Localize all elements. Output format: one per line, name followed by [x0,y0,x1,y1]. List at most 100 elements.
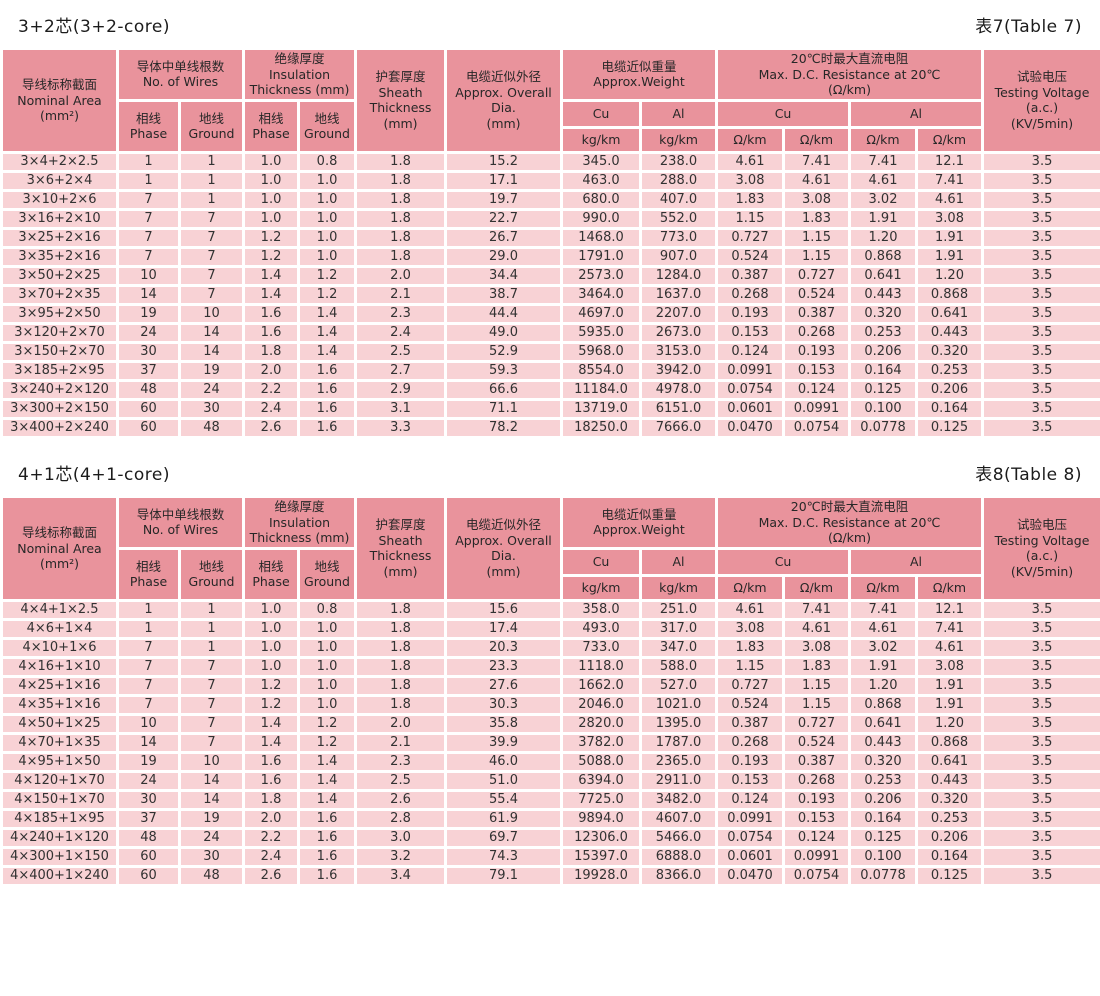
cell: 2.4 [244,847,299,866]
cell: 317.0 [641,619,717,638]
cell: 3.5 [983,266,1100,285]
cell: 7 [118,228,180,247]
cell: 48 [118,380,180,399]
t8-resistance-al: Al [850,548,983,575]
cell: 20.3 [446,638,562,657]
cell: 10 [118,266,180,285]
cell: 1.15 [784,676,850,695]
cell: 1.20 [917,266,983,285]
cell: 0.125 [917,418,983,437]
cell: 0.727 [784,266,850,285]
cell: 1.4 [299,790,356,809]
cell: 4×300+1×150 [2,847,118,866]
t7-col-testing-voltage: 试验电压 Testing Voltage (a.c.) (KV/5min) [983,49,1100,153]
cell: 1.8 [356,619,446,638]
cell: 0.268 [717,285,784,304]
cell: 3.08 [784,638,850,657]
cell: 1.2 [244,695,299,714]
cell: 38.7 [446,285,562,304]
t7-col-nominal-area: 导线标称截面 Nominal Area (mm²) [2,49,118,153]
cell: 59.3 [446,361,562,380]
cell: 4.61 [850,171,917,190]
t8-resistance-cu: Cu [717,548,850,575]
cell: 0.8 [299,600,356,619]
cell: 1.0 [244,209,299,228]
cell: 4×10+1×6 [2,638,118,657]
cell: 55.4 [446,790,562,809]
cell: 46.0 [446,752,562,771]
cell: 7725.0 [562,790,641,809]
cell: 17.4 [446,619,562,638]
cell: 2.3 [356,752,446,771]
cell: 51.0 [446,771,562,790]
cell: 1.83 [717,638,784,657]
cell: 30 [180,847,244,866]
cell: 0.0754 [784,866,850,885]
cell: 733.0 [562,638,641,657]
cell: 1.15 [717,209,784,228]
cell: 66.6 [446,380,562,399]
cell: 48 [180,418,244,437]
cell: 0.193 [784,790,850,809]
cell: 30 [118,790,180,809]
cell: 0.387 [717,714,784,733]
cell: 7.41 [917,171,983,190]
cell: 35.8 [446,714,562,733]
t7-unit-ohmkm-4: Ω/km [917,127,983,152]
cell: 1 [118,600,180,619]
cell: 1.4 [299,304,356,323]
cell: 0.193 [717,752,784,771]
cell: 0.727 [717,676,784,695]
cell: 0.164 [917,847,983,866]
cell: 1.8 [356,190,446,209]
t8-unit-ohmkm-4: Ω/km [917,575,983,600]
cell: 3.5 [983,399,1100,418]
cell: 14 [118,285,180,304]
cell: 0.206 [850,790,917,809]
cell: 3.5 [983,171,1100,190]
t8-weight-al: Al [641,548,717,575]
cell: 4×4+1×2.5 [2,600,118,619]
cell: 24 [118,323,180,342]
cell: 1637.0 [641,285,717,304]
cell: 0.124 [784,380,850,399]
cell: 8366.0 [641,866,717,885]
cell: 37 [118,809,180,828]
cell: 0.0778 [850,418,917,437]
cell: 3×4+2×2.5 [2,152,118,171]
cell: 1.8 [356,695,446,714]
cell: 1.8 [356,676,446,695]
cell: 0.206 [917,828,983,847]
cell: 2.0 [356,714,446,733]
cell: 3×70+2×35 [2,285,118,304]
cell: 1.0 [299,619,356,638]
cell: 0.443 [850,285,917,304]
cell: 4978.0 [641,380,717,399]
cell: 7 [118,638,180,657]
cell: 0.0991 [717,361,784,380]
cell: 12306.0 [562,828,641,847]
cell: 1.0 [244,600,299,619]
cell: 0.253 [917,809,983,828]
cell: 5088.0 [562,752,641,771]
cell: 7 [180,733,244,752]
cell: 7 [180,695,244,714]
cell: 1 [180,619,244,638]
cell: 3.5 [983,152,1100,171]
cell: 0.868 [850,247,917,266]
cell: 7 [180,247,244,266]
cell: 3.5 [983,733,1100,752]
t8-col-overall-dia: 电缆近似外径 Approx. Overall Dia. (mm) [446,496,562,600]
cell: 2673.0 [641,323,717,342]
t8-group-weight: 电缆近似重量 Approx.Weight [562,496,717,548]
cell: 7 [118,247,180,266]
cell: 48 [118,828,180,847]
t8-unit-ohmkm-1: Ω/km [717,575,784,600]
cell: 0.193 [717,304,784,323]
cell: 251.0 [641,600,717,619]
